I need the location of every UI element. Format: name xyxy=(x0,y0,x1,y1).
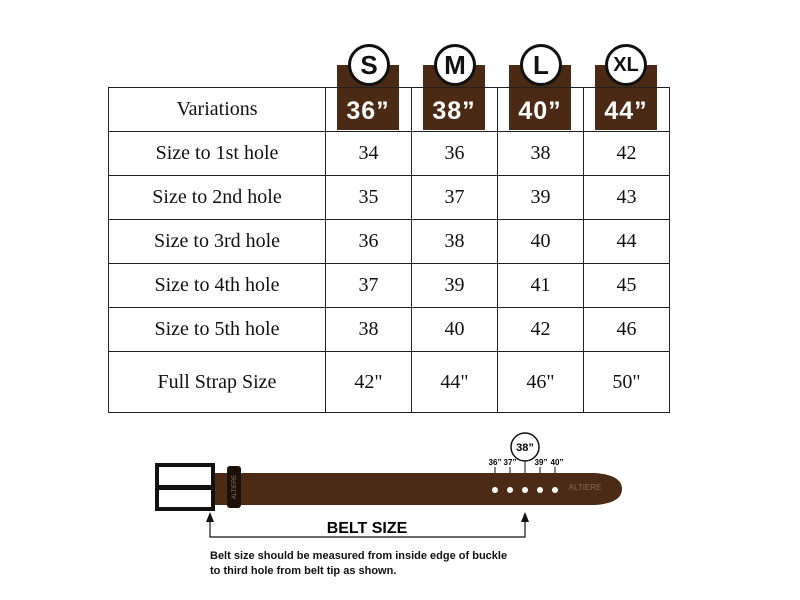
table-cell: 46" xyxy=(497,351,584,413)
row-label: Full Strap Size xyxy=(108,351,326,413)
table-row: Size to 4th hole 37 39 41 45 xyxy=(108,263,670,308)
table-cell: 42" xyxy=(325,351,412,413)
table-row: Full Strap Size 42" 44" 46" 50" xyxy=(108,351,670,413)
table-row: Size to 5th hole 38 40 42 46 xyxy=(108,307,670,352)
hole-label: 40” xyxy=(551,458,564,467)
table-cell: 42 xyxy=(583,131,670,176)
table-cell: 38 xyxy=(411,219,498,264)
table-cell: 43 xyxy=(583,175,670,220)
hole-label: 37” xyxy=(504,458,517,467)
table-cell: 38 xyxy=(325,307,412,352)
note-line-2: to third hole from belt tip as shown. xyxy=(210,565,397,577)
table-row: Size to 3rd hole 36 38 40 44 xyxy=(108,219,670,264)
table-cell: 36 xyxy=(325,219,412,264)
table-cell: 39 xyxy=(411,263,498,308)
table-cell: 37 xyxy=(411,175,498,220)
table-cell: 36 xyxy=(411,131,498,176)
table-cell: 42 xyxy=(497,307,584,352)
table-cell: 50" xyxy=(583,351,670,413)
table-cell: 39 xyxy=(497,175,584,220)
table-cell: 37 xyxy=(325,263,412,308)
note-line-1: Belt size should be measured from inside… xyxy=(210,550,508,562)
size-circle-xl: XL xyxy=(605,44,647,86)
table-cell: 40 xyxy=(411,307,498,352)
tip-brand: ALTIERE xyxy=(569,483,602,492)
hole-label: 39” xyxy=(535,458,548,467)
row-label: Size to 5th hole xyxy=(108,307,326,352)
table-cell: 35 xyxy=(325,175,412,220)
row-label: Size to 4th hole xyxy=(108,263,326,308)
table-cell: 41 xyxy=(497,263,584,308)
table-cell: 44 xyxy=(583,219,670,264)
size-circle-s: S xyxy=(348,44,390,86)
table-row: Size to 1st hole 34 36 38 42 xyxy=(108,131,670,176)
highlight-circle xyxy=(510,432,540,462)
table-cell: 45 xyxy=(583,263,670,308)
buckle xyxy=(155,463,215,511)
measure-arrow xyxy=(206,512,529,538)
table-cell: 34 xyxy=(325,131,412,176)
table-cell: 46 xyxy=(583,307,670,352)
highlight-size: 38” xyxy=(516,442,534,454)
belt-holes xyxy=(492,487,558,493)
belt-keeper xyxy=(227,466,241,508)
size-circle-l: L xyxy=(520,44,562,86)
size-circle-m: M xyxy=(434,44,476,86)
table-cell: 44" xyxy=(411,351,498,413)
row-label: Size to 1st hole xyxy=(108,131,326,176)
hole-label: 36” xyxy=(489,458,502,467)
table-cell: 38 xyxy=(497,131,584,176)
header-variations: Variations xyxy=(108,87,326,132)
row-label: Size to 3rd hole xyxy=(108,219,326,264)
size-table: Variations Size to 1st hole 34 36 38 42 Size … xyxy=(108,87,670,413)
belt-size-label: BELT SIZE xyxy=(327,520,408,537)
table-cell: 40 xyxy=(497,219,584,264)
table-row: Size to 2nd hole 35 37 39 43 xyxy=(108,175,670,220)
belt-strap xyxy=(213,473,622,505)
row-label: Size to 2nd hole xyxy=(108,175,326,220)
keeper-brand: ALTIERE xyxy=(232,475,238,500)
